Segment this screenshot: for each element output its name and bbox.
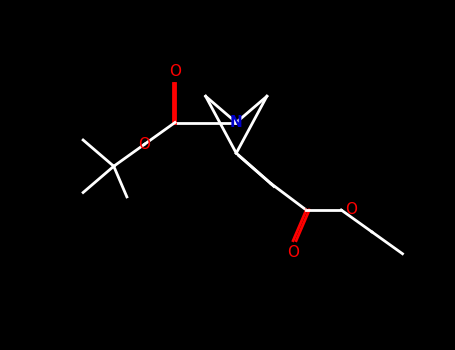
Text: O: O	[169, 64, 181, 79]
Text: O: O	[346, 203, 358, 217]
Text: O: O	[138, 137, 150, 152]
Text: N: N	[230, 115, 243, 130]
Text: O: O	[287, 245, 299, 260]
